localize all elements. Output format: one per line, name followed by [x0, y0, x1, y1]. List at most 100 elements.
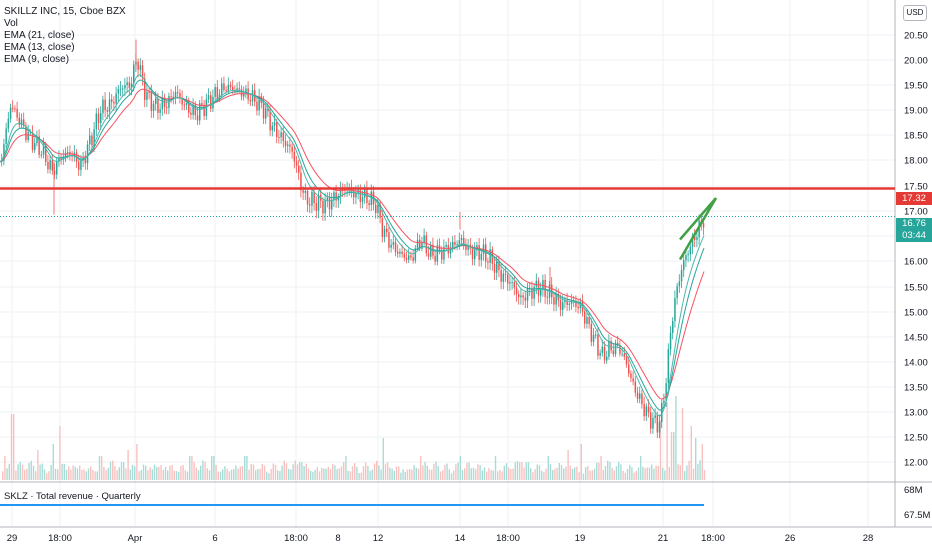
volume-bar [171, 465, 173, 480]
volume-bar [142, 464, 145, 480]
volume-bar [600, 456, 602, 480]
volume-bar [50, 464, 52, 480]
candle-body [650, 412, 652, 429]
wedge-upper-line [679, 197, 717, 241]
volume-bar [343, 462, 345, 480]
ema21-indicator-label[interactable]: EMA (21, close) [4, 30, 75, 41]
volume-bar [422, 465, 424, 480]
candle-body [161, 97, 164, 110]
volume-bar [21, 464, 24, 480]
candle-body [663, 400, 665, 404]
volume-bar [466, 462, 468, 480]
volume-bar [123, 462, 125, 480]
price-axis-label: 13.50 [904, 383, 928, 394]
candle-body [166, 107, 168, 109]
candle-body [639, 393, 641, 399]
candle-body [249, 99, 252, 102]
candle-body [119, 88, 122, 90]
time-axis-label: 18:00 [48, 533, 72, 544]
volume-bar [593, 468, 596, 480]
candle-body [570, 301, 573, 304]
volume-bar [481, 470, 483, 480]
volume-bar [516, 461, 519, 480]
resistance-price-tag: 17.32 [902, 193, 926, 204]
candle-body [509, 282, 511, 284]
volume-bar [248, 469, 250, 480]
currency-button[interactable]: USD [903, 5, 927, 21]
volume-bar [125, 468, 127, 480]
candle-body [42, 145, 45, 155]
candle-body [458, 240, 461, 245]
candle-body [676, 286, 678, 298]
volume-bar [695, 438, 697, 480]
volume-bar [538, 465, 541, 480]
volume-bar [178, 471, 180, 480]
volume-bar [79, 465, 81, 480]
volume-bar [131, 464, 134, 480]
volume-bar [666, 402, 668, 480]
candle-body [584, 311, 586, 324]
volume-bar [43, 469, 46, 480]
volume-bar [87, 468, 90, 480]
symbol-title[interactable]: SKILLZ INC, 15, Cboe BZX [4, 6, 126, 17]
volume-bar [208, 470, 211, 480]
volume-bar [563, 468, 565, 480]
candle-body [564, 300, 566, 303]
volume-bar [85, 471, 87, 480]
volume-bar [620, 464, 622, 480]
candle-body [496, 261, 498, 273]
volume-bar [134, 466, 136, 480]
volume-bar [13, 414, 15, 480]
volume-bar [527, 462, 530, 480]
candle-body [122, 88, 124, 90]
volume-bar [274, 464, 277, 480]
volume-bar [464, 468, 466, 480]
volume-bar [314, 469, 316, 480]
volume-indicator-label[interactable]: Vol [4, 18, 18, 29]
volume-bar [149, 467, 151, 480]
volume-bar [585, 467, 587, 480]
time-axis-label: 19 [575, 533, 586, 544]
candle-body [383, 228, 386, 238]
volume-bar [140, 470, 142, 480]
volume-bar [613, 470, 615, 480]
volume-bar [437, 466, 439, 480]
candle-body [137, 61, 139, 70]
volume-bar [30, 460, 32, 480]
volume-bars [2, 396, 706, 480]
volume-bar [470, 468, 472, 480]
volume-bar [615, 466, 618, 480]
volume-bar [457, 462, 459, 480]
candle-body [29, 132, 32, 134]
volume-bar [114, 466, 116, 480]
candle-body [544, 279, 546, 297]
volume-bar [644, 468, 646, 480]
ema13-indicator-label[interactable]: EMA (13, close) [4, 42, 75, 53]
candle-body [273, 122, 276, 126]
volume-bar [2, 471, 4, 480]
candle-body [159, 109, 161, 113]
price-axis-label: 12.50 [904, 433, 928, 444]
volume-bar [587, 465, 589, 480]
volume-bar [92, 470, 94, 480]
volume-bar [10, 414, 13, 480]
revenue-indicator-label[interactable]: SKLZ · Total revenue · Quarterly [4, 491, 141, 502]
ema9-indicator-label[interactable]: EMA (9, close) [4, 54, 70, 65]
volume-bar [191, 456, 193, 480]
time-axis-label: 21 [658, 533, 669, 544]
candle-body [203, 105, 205, 117]
volume-bar [237, 468, 239, 480]
candle-body [599, 352, 601, 356]
candle-body [80, 160, 82, 170]
volume-bar [98, 456, 101, 480]
volume-bar [175, 471, 178, 480]
candle-body [78, 161, 80, 170]
volume-bar [268, 473, 270, 480]
volume-bar [360, 472, 362, 480]
volume-bar [604, 465, 607, 480]
candle-body [388, 232, 390, 248]
candle-body [456, 244, 458, 246]
candle-body [487, 261, 489, 263]
candle-body [262, 103, 265, 119]
